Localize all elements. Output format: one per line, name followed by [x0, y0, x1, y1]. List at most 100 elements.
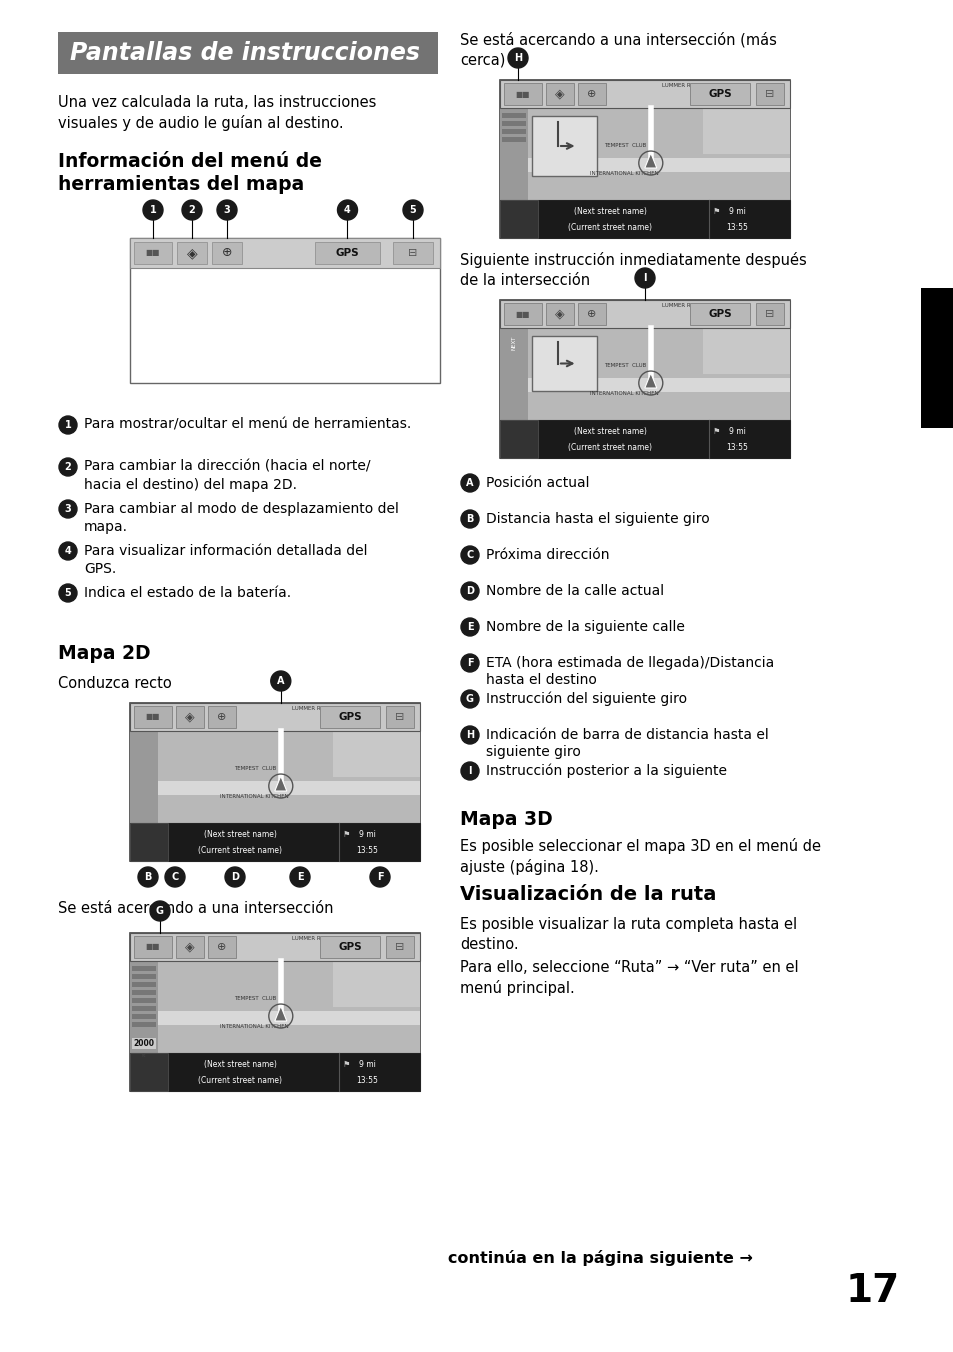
Bar	[527, 158, 789, 172]
Text: H: H	[465, 730, 474, 740]
Polygon shape	[274, 776, 287, 791]
Text: INTERNATIONAL KITCHEN: INTERNATIONAL KITCHEN	[590, 391, 659, 396]
Bar	[132, 1006, 156, 1011]
Bar	[130, 933, 419, 1091]
Text: ⊕: ⊕	[217, 942, 227, 952]
Bar	[386, 936, 414, 959]
Bar	[130, 823, 168, 861]
Circle shape	[225, 867, 245, 887]
Text: D: D	[465, 585, 474, 596]
Text: Se está acercando a una intersección: Se está acercando a una intersección	[58, 900, 334, 917]
Text: GPS: GPS	[337, 713, 361, 722]
Bar	[527, 108, 789, 200]
Bar	[158, 731, 419, 823]
Text: (Next street name): (Next street name)	[204, 830, 276, 838]
Text: ■■: ■■	[516, 89, 530, 99]
Bar	[501, 137, 525, 142]
Circle shape	[59, 458, 77, 476]
Text: G: G	[465, 694, 474, 704]
Bar	[503, 82, 541, 105]
Text: ⊟: ⊟	[395, 942, 404, 952]
Text: ⚑: ⚑	[712, 427, 720, 435]
Text: continúa en la página siguiente →: continúa en la página siguiente →	[447, 1251, 752, 1265]
Circle shape	[59, 584, 77, 602]
Bar	[130, 731, 158, 823]
Text: Para mostrar/ocultar el menú de herramientas.: Para mostrar/ocultar el menú de herramie…	[84, 418, 411, 433]
Bar	[132, 1014, 156, 1019]
Bar	[499, 329, 527, 420]
Text: Conduzca recto: Conduzca recto	[58, 676, 172, 691]
Text: 9 mi: 9 mi	[358, 830, 375, 838]
Text: ◈: ◈	[185, 941, 194, 953]
Bar	[132, 982, 156, 987]
Text: Visualización de la ruta: Visualización de la ruta	[459, 886, 716, 904]
Circle shape	[460, 581, 478, 600]
Text: Mapa 3D: Mapa 3D	[459, 810, 552, 829]
Text: ■■: ■■	[146, 942, 160, 952]
Text: LUMMER RAR: LUMMER RAR	[292, 936, 328, 941]
Text: NEXT: NEXT	[511, 335, 516, 350]
Bar	[132, 990, 156, 995]
Circle shape	[460, 726, 478, 744]
Text: I: I	[642, 273, 646, 283]
Bar	[130, 1053, 419, 1091]
Circle shape	[460, 763, 478, 780]
Circle shape	[165, 867, 185, 887]
Bar	[689, 303, 749, 324]
Text: 4: 4	[65, 546, 71, 556]
Text: 2: 2	[65, 462, 71, 472]
Text: ◈: ◈	[187, 246, 197, 260]
Bar	[532, 337, 597, 391]
Text: ■■: ■■	[146, 713, 160, 722]
Text: TEMPEST  CLUB: TEMPEST CLUB	[233, 765, 275, 771]
Text: TEMPEST  CLUB: TEMPEST CLUB	[603, 362, 645, 368]
Text: (Current street name): (Current street name)	[198, 846, 282, 854]
Circle shape	[290, 867, 310, 887]
Text: (Current street name): (Current street name)	[568, 223, 652, 231]
Polygon shape	[274, 1006, 287, 1021]
Circle shape	[150, 900, 170, 921]
Circle shape	[460, 690, 478, 708]
Text: Siguiente instrucción inmediatamente después
de la intersección: Siguiente instrucción inmediatamente des…	[459, 251, 806, 288]
Text: ⚑: ⚑	[712, 207, 720, 216]
Text: ⊕: ⊕	[217, 713, 227, 722]
Text: Es posible seleccionar el mapa 3D en el menú de
ajuste (página 18).: Es posible seleccionar el mapa 3D en el …	[459, 838, 821, 875]
Text: C: C	[466, 550, 473, 560]
Text: Mapa 2D: Mapa 2D	[58, 644, 151, 662]
Bar	[208, 936, 235, 959]
Text: ⊟: ⊟	[395, 713, 404, 722]
Text: 9 mi: 9 mi	[728, 207, 745, 216]
Text: INTERNATIONAL KITCHEN: INTERNATIONAL KITCHEN	[220, 794, 289, 799]
Bar	[314, 242, 379, 264]
Text: (Current street name): (Current street name)	[568, 443, 652, 452]
Text: 2: 2	[189, 206, 195, 215]
Bar	[130, 703, 419, 861]
Text: Nombre de la calle actual: Nombre de la calle actual	[485, 584, 663, 598]
Text: INTERNATIONAL KITCHEN: INTERNATIONAL KITCHEN	[220, 1023, 289, 1029]
Text: F: F	[466, 658, 473, 668]
Text: ⊕: ⊕	[587, 89, 596, 99]
Circle shape	[402, 200, 422, 220]
Bar	[755, 82, 783, 105]
Text: ⊟: ⊟	[408, 247, 417, 258]
Text: 1: 1	[65, 420, 71, 430]
Bar	[501, 128, 525, 134]
Text: Pantallas de instrucciones: Pantallas de instrucciones	[70, 41, 419, 65]
Text: Posición actual: Posición actual	[485, 476, 589, 489]
Bar	[499, 420, 789, 458]
Text: 13:55: 13:55	[725, 443, 747, 452]
Text: GPS: GPS	[707, 89, 731, 99]
Bar	[499, 80, 789, 108]
Bar	[133, 242, 172, 264]
Text: 5: 5	[65, 588, 71, 598]
Text: ⚑: ⚑	[342, 830, 350, 838]
Circle shape	[216, 200, 236, 220]
Text: B: B	[466, 514, 474, 525]
Text: LUMMER RAR: LUMMER RAR	[661, 303, 698, 308]
Bar	[333, 731, 419, 777]
Text: ⚑: ⚑	[342, 1060, 350, 1069]
Text: Información del menú de
herramientas del mapa: Información del menú de herramientas del…	[58, 151, 322, 195]
Bar	[503, 303, 541, 324]
Bar	[527, 379, 789, 392]
Text: E: E	[466, 622, 473, 631]
